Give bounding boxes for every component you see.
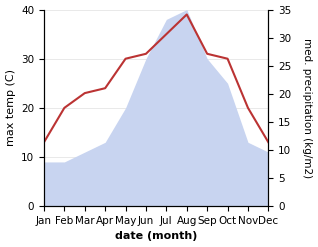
Y-axis label: med. precipitation (kg/m2): med. precipitation (kg/m2) — [302, 38, 313, 178]
X-axis label: date (month): date (month) — [115, 231, 197, 242]
Y-axis label: max temp (C): max temp (C) — [5, 69, 16, 146]
